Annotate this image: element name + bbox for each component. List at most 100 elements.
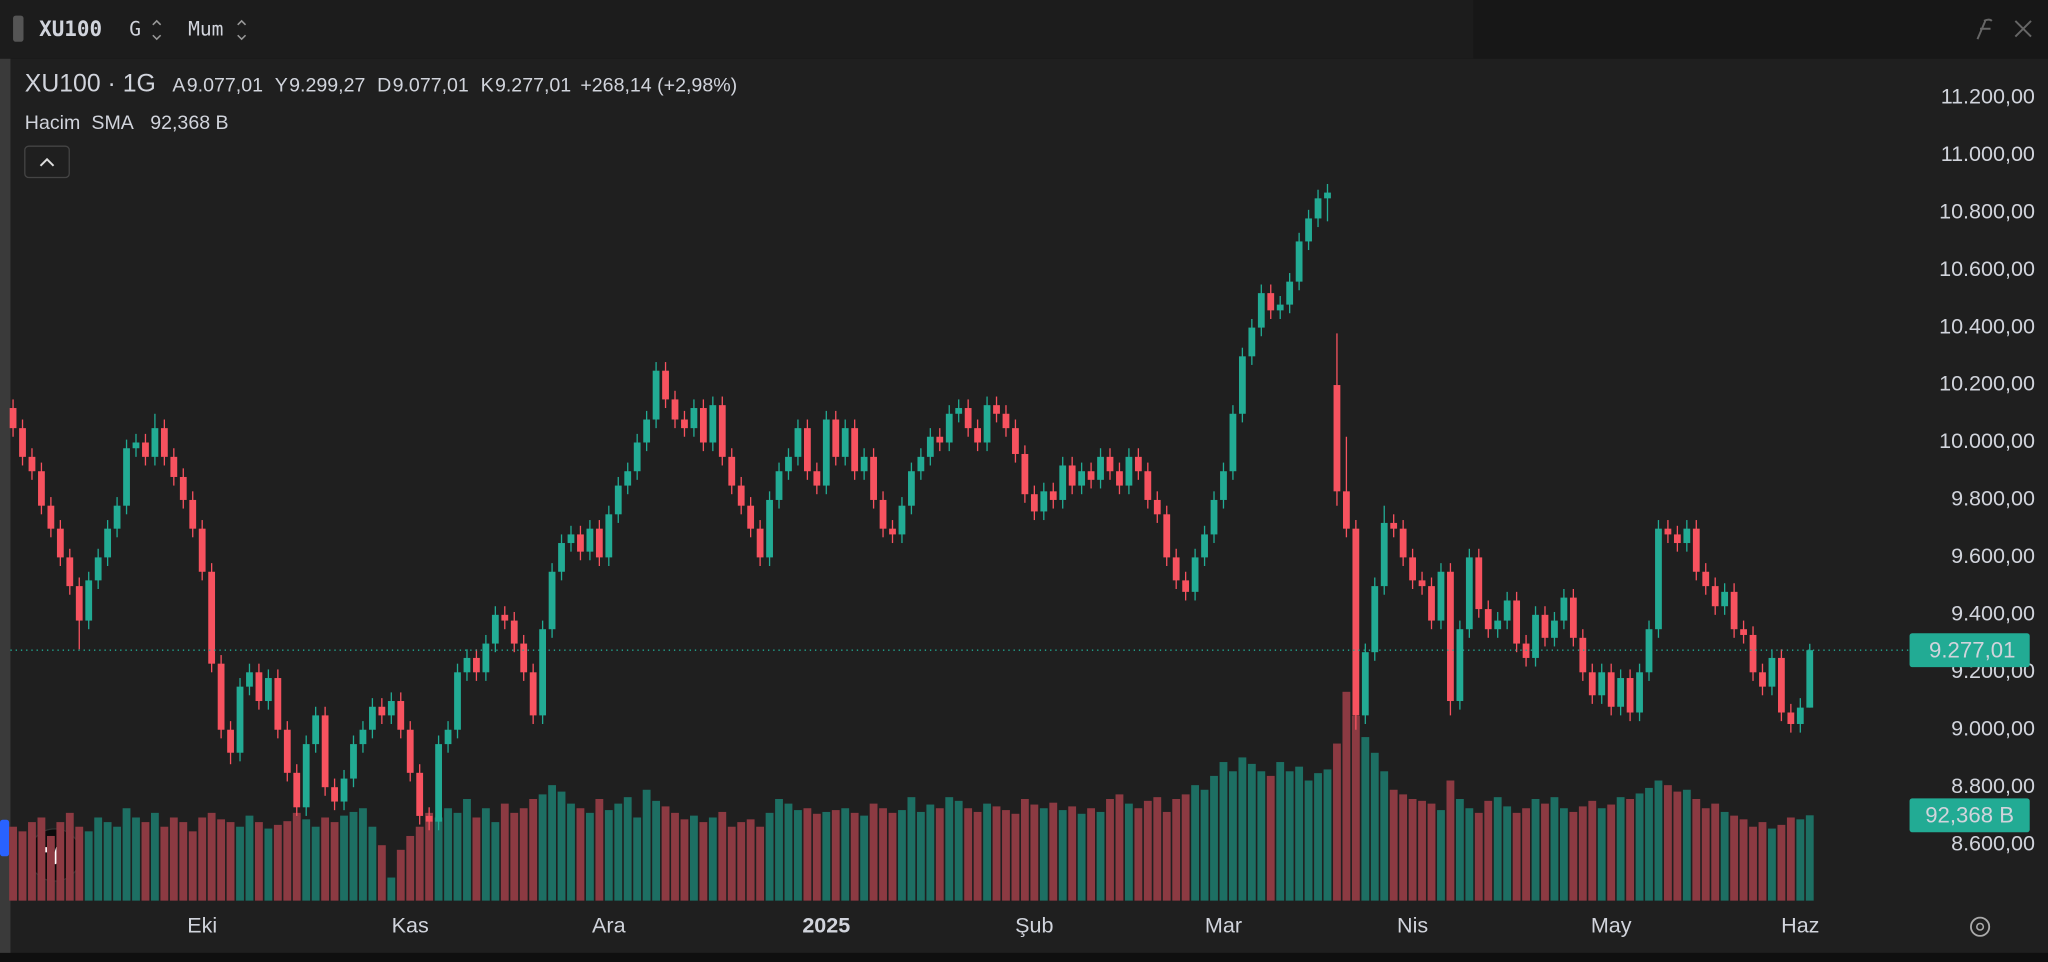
y-tick-label: 10.200,00 (1939, 372, 2035, 396)
volume-bar (642, 789, 651, 901)
volume-bar (1455, 799, 1464, 901)
volume-bar (1493, 797, 1502, 901)
candle-body (1683, 528, 1691, 544)
collapse-button[interactable] (24, 145, 70, 179)
volume-bar (1229, 771, 1237, 901)
candle-body (312, 715, 320, 745)
volume-bar (169, 817, 178, 901)
candle-body (1049, 491, 1057, 500)
volume-bar (850, 812, 859, 901)
candle-body (387, 701, 395, 716)
candle-body (1702, 571, 1710, 587)
candle-body (189, 499, 197, 529)
candle-body (1740, 629, 1747, 635)
candle-body (1002, 413, 1010, 429)
candle-body (1172, 557, 1180, 581)
candle-body (1210, 499, 1218, 535)
volume-bar (1739, 819, 1748, 901)
volume-bar (1474, 812, 1483, 901)
candle-body (520, 643, 528, 673)
candle-body (425, 815, 433, 822)
symbol-button[interactable]: XU100 (39, 17, 102, 41)
formula-icon[interactable] (1976, 18, 1993, 40)
volume-bar (321, 817, 330, 901)
volume-bar (1418, 800, 1426, 901)
volume-bar (737, 822, 746, 901)
candle-body (1286, 281, 1294, 305)
candle-body (1040, 491, 1048, 512)
x-tick-label: Haz (1781, 913, 1819, 937)
candle-body (822, 419, 830, 486)
candle-body (983, 405, 991, 443)
legend-value: 9.299,27 (289, 74, 365, 96)
candle-body (794, 428, 802, 457)
volume-bar (113, 826, 121, 901)
x-tick-label: Şub (1015, 913, 1053, 937)
settings-icon[interactable] (1970, 916, 1991, 937)
volume-bar (359, 808, 367, 901)
candle-body (1560, 597, 1568, 621)
style-button[interactable]: Mum (188, 18, 223, 41)
candle-body (255, 672, 263, 702)
candle-body (1248, 327, 1256, 357)
volume-bar (434, 817, 443, 901)
candle-body (955, 408, 963, 414)
volume-bar (103, 822, 112, 901)
candle-body (756, 528, 764, 558)
candle-body (1655, 528, 1662, 630)
candle-body (1541, 614, 1549, 638)
volume-bar (207, 812, 216, 901)
volume-bar (1096, 811, 1105, 901)
volume-bar (463, 799, 471, 901)
volume-bar (226, 822, 235, 901)
candle-body (132, 442, 140, 449)
volume-bar (1143, 800, 1152, 901)
candle-body (595, 528, 603, 558)
candle-body (908, 471, 915, 506)
volume-bar (37, 817, 46, 901)
candle-body (1465, 557, 1473, 630)
volume-bar (879, 808, 887, 901)
candle-body (577, 534, 584, 552)
last-price-badge (1909, 633, 2030, 668)
x-tick-label: 2025 (802, 913, 850, 937)
volume-bar (1200, 789, 1209, 901)
interval-button[interactable]: G (129, 18, 141, 41)
close-icon[interactable] (2014, 20, 2032, 38)
candle-body (926, 436, 934, 457)
candle-body (832, 419, 840, 457)
candle-body (1333, 385, 1341, 492)
volume-bar (368, 826, 377, 901)
volume-bar (983, 803, 991, 901)
volume-bar (481, 808, 490, 901)
volume-bar (1058, 810, 1067, 901)
candle-body (283, 729, 291, 773)
candle-body (1664, 528, 1672, 535)
candle-body (813, 471, 821, 486)
volume-bar (1068, 806, 1077, 901)
candle-body (1711, 586, 1719, 607)
volume-bar (935, 808, 944, 901)
side-tab[interactable] (0, 819, 10, 857)
volume-bar (1768, 828, 1776, 901)
candle-body (208, 571, 216, 664)
volume-bar (1664, 785, 1672, 901)
volume-bar (1437, 810, 1445, 901)
volume-bar (973, 811, 982, 901)
volume-bar (746, 819, 755, 901)
volume-bar (1361, 737, 1370, 901)
volume-bar (1522, 808, 1530, 901)
candle-body (1078, 471, 1086, 486)
volume-bar (1512, 812, 1521, 901)
volume-bar (1541, 803, 1549, 901)
drag-handle[interactable] (13, 15, 24, 42)
candle-body (993, 405, 1000, 414)
volume-bar (1682, 789, 1691, 901)
volume-bar (756, 826, 765, 901)
volume-bar (1181, 794, 1190, 901)
candle-body (274, 678, 282, 730)
volume-bar (245, 815, 254, 901)
volume-bar (1597, 808, 1606, 901)
candle-body (151, 428, 159, 457)
volume-bar (1162, 811, 1171, 901)
